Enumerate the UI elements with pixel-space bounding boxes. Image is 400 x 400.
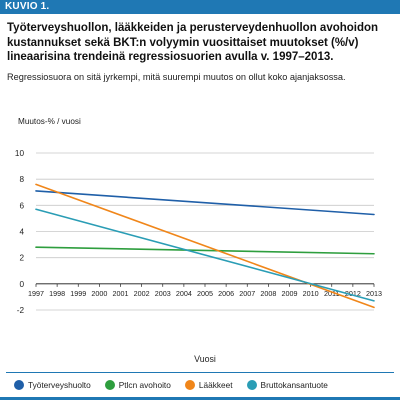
x-tick-label: 1997: [28, 289, 44, 298]
x-tick-label: 2010: [303, 289, 319, 298]
x-tick-label: 2005: [197, 289, 213, 298]
figure-label-bar: KUVIO 1.: [0, 0, 400, 14]
y-tick-label: 4: [19, 228, 24, 237]
x-tick-label: 2012: [345, 289, 361, 298]
legend-item: Ptlcn avohoito: [104, 380, 171, 390]
chart-legend: Työterveyshuolto Ptlcn avohoito Lääkkeet Br…: [14, 379, 342, 391]
x-tick-label: 1999: [70, 289, 86, 298]
legend-label: Työterveyshuolto: [28, 380, 91, 390]
legend-label: Lääkkeet: [198, 380, 233, 390]
x-axis-title: Vuosi: [194, 354, 216, 364]
legend-item: Työterveyshuolto: [14, 380, 91, 390]
y-tick-label: 10: [15, 149, 25, 158]
figure-label: KUVIO 1.: [5, 1, 50, 12]
legend-label: Bruttokansantuote: [260, 380, 328, 390]
x-tick-label: 2007: [239, 289, 255, 298]
series-line: [35, 190, 375, 216]
x-tick-label: 2002: [134, 289, 150, 298]
trend-line-chart: -2 0 2 4 6 8 10 1997 1998 1999 2000 2001 2002 2003 200…: [15, 117, 382, 364]
x-tick-label: 2003: [155, 289, 171, 298]
y-axis-title: Muutos-% / vuosi: [18, 117, 81, 126]
x-tick-label: 2009: [282, 289, 298, 298]
legend-item: Lääkkeet: [184, 380, 233, 390]
y-tick-label: -2: [17, 306, 25, 315]
series-line: [35, 246, 375, 255]
x-tick-label: 2000: [91, 289, 107, 298]
y-tick-label: 2: [19, 254, 24, 263]
x-tick-label: 2008: [260, 289, 276, 298]
legend-item: Bruttokansantuote: [246, 380, 328, 390]
legend-swatch: [184, 380, 195, 390]
x-tick-label: 1998: [49, 289, 65, 298]
x-tick-label: 2004: [176, 289, 192, 298]
y-tick-label: 6: [19, 201, 24, 210]
x-tick-label: 2013: [366, 289, 382, 298]
x-tick-label: 2001: [113, 289, 129, 298]
legend-swatch: [104, 380, 115, 390]
figure-title: Työterveyshuollon, lääkkeiden ja peruste…: [7, 22, 379, 63]
legend-swatch: [246, 380, 257, 390]
figure-subtitle: Regressiosuora on sitä jyrkempi, mitä su…: [7, 72, 346, 82]
x-tick-label: 2006: [218, 289, 234, 298]
legend-divider: [6, 372, 394, 373]
legend-label: Ptlcn avohoito: [118, 380, 171, 390]
y-tick-label: 0: [19, 280, 24, 289]
bottom-divider: [0, 397, 400, 400]
y-tick-label: 8: [19, 175, 24, 184]
series-line: [35, 208, 375, 302]
x-tick-label: 2011: [324, 289, 339, 298]
legend-swatch: [14, 380, 24, 390]
series-line: [35, 183, 375, 309]
